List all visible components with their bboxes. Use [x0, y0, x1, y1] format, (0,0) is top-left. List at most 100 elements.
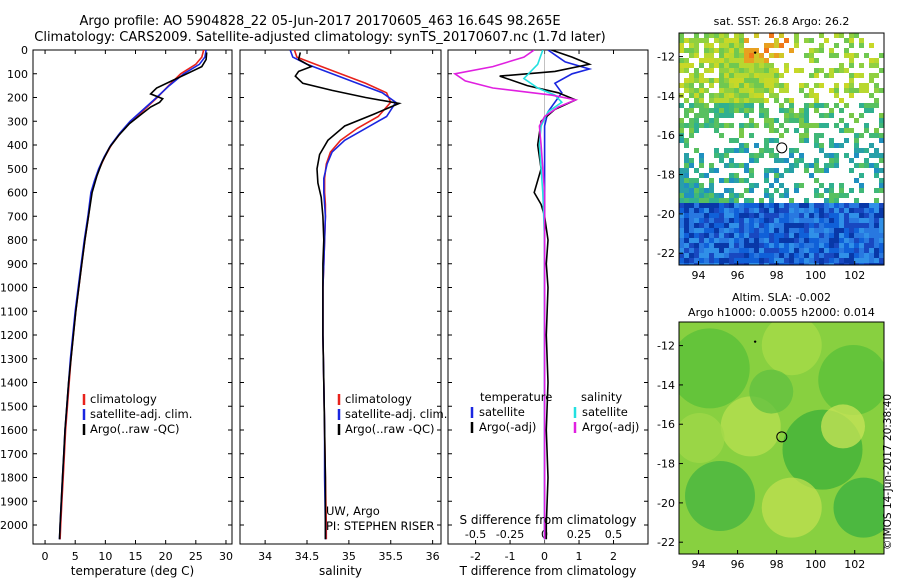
depth-tick-label: 1800: [0, 472, 28, 485]
map-ytick-label: -18: [657, 458, 675, 471]
sla-blob: [679, 413, 725, 463]
map-panels: 94 96 98 100 102 -12 -14 -16 -18 -20 -22 sat. SST: …: [657, 15, 885, 571]
difference-line-t-argo: [499, 50, 593, 540]
depth-tick-label: 500: [7, 163, 28, 176]
depth-tick-label: 100: [7, 68, 28, 81]
map-ytick-label: -12: [657, 51, 675, 64]
credit-text: ©IMOS 14-Jun-2017 20:38:40: [882, 394, 894, 550]
depth-tick-label: 300: [7, 115, 28, 128]
sla-map-title: Altim. SLA: -0.002: [732, 291, 831, 304]
legend-label: Argo(..raw -QC): [90, 422, 180, 436]
depth-tick-label: 1000: [0, 282, 28, 295]
sla-blob: [821, 404, 865, 449]
map-ytick-label: -14: [657, 379, 675, 392]
salinity-panel: 34 34.5 35 35.5 36 salinity climatologysatelli…: [239, 49, 447, 578]
temperature-xtick-label: 20: [159, 550, 173, 563]
depth-tick-label: 200: [7, 92, 28, 105]
map-xtick-label: 94: [692, 558, 706, 571]
map-ytick-label: -20: [657, 208, 675, 221]
map-xtick-label: 96: [731, 269, 745, 282]
legend-label: Argo(..raw -QC): [345, 422, 435, 436]
depth-tick-label: 1100: [0, 305, 28, 318]
temperature-xtick-label: 5: [72, 550, 79, 563]
argo-location-marker: [776, 431, 788, 443]
legend-label: Argo(-adj): [582, 420, 639, 434]
difference-xtick-label: 0: [541, 550, 548, 563]
sla-map-panel: 94 96 98 100 102 -12 -14 -16 -18 -20 -22 Altim. SLA…: [657, 291, 885, 571]
temperature-panel: 0 5 10 15 20 25 300100200300400500600700800900…: [0, 44, 233, 578]
sla-blob: [818, 345, 884, 415]
sla-map-field: [679, 322, 884, 554]
depth-tick-label: 400: [7, 139, 28, 152]
map-xtick-label: 98: [770, 558, 784, 571]
profile-panels: 0 5 10 15 20 25 300100200300400500600700800900…: [0, 44, 649, 578]
depth-tick-label: 2000: [0, 519, 28, 532]
legend-label: satellite: [582, 405, 628, 419]
map-xtick-label: 102: [844, 558, 865, 571]
temperature-xlabel: temperature (deg C): [71, 564, 194, 578]
temperature-xtick-label: 25: [189, 550, 203, 563]
legend-label: satellite-adj. clim.: [90, 407, 192, 421]
depth-tick-label: 600: [7, 187, 28, 200]
sla-blob: [761, 322, 822, 376]
salinity-series-group: [289, 50, 402, 540]
map-xtick-label: 96: [731, 558, 745, 571]
legend-label: satellite: [479, 405, 525, 419]
difference-xtick-top-label: 0.5: [605, 528, 623, 541]
legend-label: satellite-adj. clim.: [345, 407, 447, 421]
salinity-line-argo: [294, 52, 402, 540]
sla-blob: [685, 461, 755, 531]
sst-map-frame: [678, 32, 885, 266]
difference-xtick-label: -2: [470, 550, 481, 563]
temperature-xtick-label: 10: [98, 550, 112, 563]
sla-map-frame: [678, 321, 885, 555]
map-xtick-label: 98: [770, 269, 784, 282]
difference-xtick-label: -1: [505, 550, 516, 563]
depth-tick-label: 1600: [0, 424, 28, 437]
map-xtick-label: 100: [805, 558, 826, 571]
difference-xtick-top-label: -0.25: [496, 528, 524, 541]
depth-tick-label: 1900: [0, 495, 28, 508]
legend-temperature-title: temperature: [480, 390, 552, 404]
legend-salinity-title: salinity: [581, 390, 622, 404]
title-line-2: Climatology: CARS2009. Satellite-adjuste…: [34, 30, 606, 45]
map-ytick-label: -22: [657, 536, 675, 549]
sst-map-panel: 94 96 98 100 102 -12 -14 -16 -18 -20 -22 sat. SST: …: [657, 15, 885, 282]
temperature-frame: [32, 49, 233, 545]
sst-map-field: [679, 33, 884, 265]
depth-tick-label: 1200: [0, 329, 28, 342]
difference-xtick-top-label: -0.5: [465, 528, 486, 541]
difference-line-s-argo: [452, 50, 579, 540]
depth-tick-label: 0: [21, 44, 28, 57]
salinity-xtick-label: 35.5: [379, 550, 404, 563]
salinity-frame: [239, 49, 442, 545]
island-marker: [753, 340, 757, 343]
salinity-xtick-label: 34.5: [295, 550, 320, 563]
difference-panel: -2 -1 0 1 2-0.5 -0.25 0 0.25 0.5T difference fro…: [447, 49, 649, 578]
salinity-xtick-label: 34: [258, 550, 272, 563]
difference-xtick-label: 2: [610, 550, 617, 563]
temperature-line-argo: [58, 52, 208, 540]
map-xtick-label: 94: [692, 269, 706, 282]
sla-blob: [761, 477, 822, 538]
map-ytick-label: -16: [657, 418, 675, 431]
depth-tick-label: 1500: [0, 400, 28, 413]
difference-xtick-label: 1: [576, 550, 583, 563]
temperature-series-group: [58, 50, 208, 540]
difference-xlabel: T difference from climatology: [459, 564, 637, 578]
legend-label: climatology: [90, 392, 157, 406]
map-ytick-label: -14: [657, 90, 675, 103]
temperature-xtick-label: 30: [219, 550, 233, 563]
sla-map-subtitle: Argo h1000: 0.0055 h2000: 0.014: [688, 306, 875, 319]
depth-tick-label: 1700: [0, 448, 28, 461]
temperature-xtick-label: 15: [129, 550, 143, 563]
argo-location-marker: [776, 142, 788, 154]
map-xtick-label: 100: [805, 269, 826, 282]
temperature-xtick-label: 0: [42, 550, 49, 563]
map-ytick-label: -22: [657, 247, 675, 260]
difference-series-group: [452, 50, 593, 540]
map-ytick-label: -20: [657, 497, 675, 510]
sla-blob: [679, 328, 750, 409]
legend-label: Argo(-adj): [479, 420, 536, 434]
